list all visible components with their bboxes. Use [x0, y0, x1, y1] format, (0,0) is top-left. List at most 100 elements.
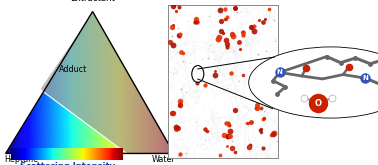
Point: [273, 107, 279, 109]
Point: [193, 17, 199, 20]
Point: [225, 123, 231, 125]
Point: [174, 125, 180, 128]
Point: [175, 34, 181, 37]
Point: [240, 32, 246, 34]
Point: [193, 120, 199, 123]
Point: [262, 18, 268, 20]
Point: [245, 122, 251, 124]
Point: [170, 44, 176, 46]
Point: [245, 125, 251, 128]
Point: [180, 60, 186, 62]
Point: [268, 102, 274, 105]
Point: [176, 103, 182, 106]
Point: [222, 18, 228, 20]
Point: [167, 40, 173, 43]
Point: [194, 82, 200, 84]
Point: [263, 50, 270, 52]
Point: [217, 9, 223, 12]
Point: [226, 124, 232, 126]
Point: [205, 57, 211, 59]
Point: [223, 18, 229, 21]
Point: [224, 145, 230, 148]
Point: [237, 48, 243, 51]
Text: N: N: [363, 75, 368, 81]
Point: [260, 147, 266, 149]
Point: [228, 71, 234, 74]
Point: [248, 121, 254, 124]
Point: [170, 5, 176, 7]
Point: [185, 20, 191, 23]
Text: N: N: [277, 69, 282, 75]
Point: [251, 30, 257, 32]
Point: [227, 134, 233, 137]
Point: [236, 41, 242, 43]
Point: [255, 52, 261, 55]
Point: [272, 40, 278, 42]
Point: [248, 26, 254, 29]
Point: [245, 122, 251, 124]
Point: [169, 73, 175, 76]
Point: [266, 63, 272, 66]
Point: [249, 25, 255, 28]
Point: [220, 32, 226, 34]
Point: [200, 58, 206, 61]
Point: [244, 123, 250, 126]
Point: [256, 19, 262, 22]
Point: [271, 132, 277, 135]
Point: [180, 52, 186, 54]
Point: [271, 18, 277, 21]
Point: [240, 31, 246, 33]
Point: [240, 73, 246, 76]
Point: [234, 11, 240, 14]
Point: [270, 71, 276, 73]
Point: [221, 134, 227, 136]
Text: Adduct: Adduct: [59, 65, 87, 74]
Point: [246, 146, 253, 148]
Point: [194, 20, 200, 22]
Point: [239, 30, 245, 33]
Point: [170, 23, 176, 26]
Point: [270, 133, 276, 135]
Point: [175, 34, 181, 37]
Point: [177, 101, 183, 104]
Point: [259, 128, 265, 130]
Point: [254, 104, 260, 107]
Point: [261, 110, 267, 113]
Point: [225, 122, 231, 124]
Point: [242, 122, 248, 124]
Point: [177, 33, 183, 36]
Point: [224, 43, 230, 45]
Point: [169, 26, 175, 29]
Point: [269, 70, 275, 72]
Point: [260, 118, 266, 121]
Point: [260, 20, 266, 23]
Circle shape: [248, 47, 378, 118]
Point: [202, 130, 208, 133]
Point: [218, 20, 225, 22]
Point: [224, 86, 230, 89]
Point: [177, 100, 183, 103]
Point: [268, 134, 274, 136]
Point: [251, 25, 257, 28]
Point: [207, 44, 213, 47]
Point: [183, 151, 189, 154]
Point: [177, 152, 183, 155]
Point: [171, 3, 177, 6]
Point: [225, 135, 231, 138]
Point: [173, 9, 179, 12]
Point: [246, 146, 252, 149]
Point: [194, 21, 200, 23]
Point: [169, 111, 175, 114]
Point: [178, 51, 184, 53]
Point: [222, 8, 228, 11]
Point: [192, 20, 198, 23]
Point: [258, 106, 264, 109]
Text: Extractant: Extractant: [70, 0, 115, 3]
Polygon shape: [40, 12, 174, 153]
Point: [229, 140, 235, 142]
Point: [257, 129, 263, 131]
Point: [212, 69, 218, 72]
Point: [225, 46, 231, 49]
Point: [224, 16, 230, 18]
Point: [187, 61, 193, 64]
